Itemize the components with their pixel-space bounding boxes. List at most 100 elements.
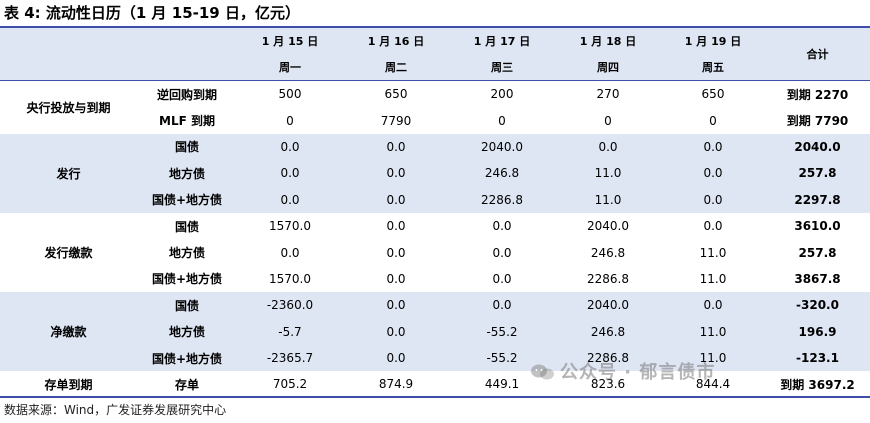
total-cell: 到期 2270	[765, 80, 870, 108]
row-label: 逆回购到期	[137, 80, 237, 108]
row-label: 地方债	[168, 166, 205, 181]
table-row: 地方债 0.0 0.0 0.0 246.8 11.0 257.8	[0, 239, 870, 265]
value-cell: 246.8	[590, 245, 626, 260]
group-label: 央行投放与到期	[0, 79, 137, 134]
value-cell: 0.0	[280, 139, 300, 154]
weekday-header: 周四	[555, 53, 661, 81]
value-cell: 0.0	[492, 298, 512, 313]
date-header: 1 月 19 日	[661, 28, 765, 53]
table-row: 国债+地方债 -2365.7 0.0 -55.2 2286.8 11.0 -12…	[0, 344, 870, 372]
value-cell: 0.0	[386, 192, 406, 207]
value-cell: 200	[449, 80, 555, 108]
bottom-rule	[0, 396, 870, 398]
value-cell: 11.0	[699, 271, 727, 286]
value-cell: 0.0	[598, 139, 618, 154]
value-cell: 2286.8	[587, 271, 629, 286]
top-rule	[0, 26, 870, 28]
value-cell: 1570.0	[269, 219, 311, 234]
value-cell: 0	[709, 113, 717, 128]
value-cell: 0	[286, 113, 294, 128]
value-cell: 11.0	[594, 192, 622, 207]
liquidity-calendar-table: 1 月 15 日 1 月 16 日 1 月 17 日 1 月 18 日 1 月 …	[0, 28, 870, 398]
source-note: 数据来源：Wind，广发证券发展研究中心	[4, 403, 227, 417]
table-row: MLF 到期 0 7790 0 0 0 到期 7790	[0, 107, 870, 133]
value-cell: -55.2	[486, 324, 518, 339]
watermark: 公众号 · 郁言债市	[530, 358, 715, 384]
total-cell: 3867.8	[794, 271, 841, 286]
total-cell: 196.9	[798, 324, 837, 339]
date-header: 1 月 16 日	[343, 28, 449, 53]
date-header: 1 月 17 日	[449, 28, 555, 53]
value-cell: 11.0	[594, 166, 622, 181]
value-cell: 11.0	[699, 351, 727, 366]
value-cell: 823.6	[590, 377, 626, 392]
value-cell: 0	[498, 113, 506, 128]
table-row: 国债+地方债 1570.0 0.0 0.0 2286.8 11.0 3867.8	[0, 266, 870, 292]
value-cell: 650	[661, 80, 765, 108]
total-cell: 到期 7790	[786, 114, 849, 129]
value-cell: 0.0	[386, 271, 406, 286]
weekday-header: 周三	[449, 53, 555, 81]
value-cell: 0.0	[703, 139, 723, 154]
value-cell: 0.0	[386, 351, 406, 366]
value-cell: 1570.0	[269, 271, 311, 286]
table-row: 发行缴款 国债 1570.0 0.0 0.0 2040.0 0.0 3610.0	[0, 213, 870, 260]
date-header: 1 月 18 日	[555, 28, 661, 53]
value-cell: -2365.7	[266, 351, 314, 366]
group-label: 发行	[56, 166, 81, 181]
value-cell: -2360.0	[266, 298, 314, 313]
table-row: 央行投放与到期 逆回购到期 500 650 200 270 650 到期 227…	[0, 79, 870, 134]
value-cell: 0.0	[386, 139, 406, 154]
weekday-header: 周五	[661, 53, 765, 81]
group-label: 存单到期	[44, 377, 93, 392]
header-weekday-row: 周一 周二 周三 周四 周五	[0, 53, 870, 81]
value-cell: 0.0	[386, 166, 406, 181]
value-cell: 0.0	[703, 298, 723, 313]
row-label: 地方债	[168, 325, 205, 340]
row-label: 国债	[174, 298, 199, 313]
total-cell: 3610.0	[794, 219, 841, 234]
table-row: 国债+地方债 0.0 0.0 2286.8 11.0 0.0 2297.8	[0, 186, 870, 213]
total-cell: 到期 3697.2	[780, 377, 855, 392]
wechat-icon	[530, 363, 556, 381]
total-header: 合计	[765, 28, 870, 81]
value-cell: 0.0	[703, 166, 723, 181]
row-label: 存单	[174, 377, 199, 392]
table-caption: 表 4: 流动性日历（1 月 15-19 日，亿元）	[4, 4, 300, 22]
row-label: 国债+地方债	[151, 272, 223, 287]
value-cell: 0	[604, 113, 612, 128]
value-cell: 0.0	[492, 219, 512, 234]
corner-cell	[0, 28, 137, 81]
value-cell: 0.0	[703, 192, 723, 207]
total-cell: 2297.8	[794, 192, 841, 207]
value-cell: 0.0	[492, 271, 512, 286]
value-cell: 246.8	[484, 166, 520, 181]
value-cell: 2286.8	[481, 192, 523, 207]
row-label: 国债+地方债	[151, 193, 223, 208]
value-cell: 0.0	[280, 245, 300, 260]
table-row: 存单到期 存单 705.2 874.9 449.1 823.6 844.4 到期…	[0, 371, 870, 397]
value-cell: 0.0	[386, 219, 406, 234]
value-cell: 449.1	[484, 377, 520, 392]
total-cell: -123.1	[796, 351, 839, 366]
weekday-header: 周二	[343, 53, 449, 81]
value-cell: 2040.0	[481, 139, 523, 154]
total-cell: 257.8	[798, 245, 837, 260]
value-cell: 0.0	[492, 245, 512, 260]
value-cell: -55.2	[486, 351, 518, 366]
row-label: 地方债	[168, 246, 205, 261]
value-cell: 0.0	[280, 192, 300, 207]
value-cell: 246.8	[590, 324, 626, 339]
value-cell: 0.0	[703, 219, 723, 234]
table-row: 发行 国债 0.0 0.0 2040.0 0.0 0.0 2040.0	[0, 133, 870, 181]
value-cell: 2040.0	[587, 298, 629, 313]
value-cell: 705.2	[272, 377, 308, 392]
value-cell: -5.7	[278, 324, 302, 339]
table-row: 地方债 -5.7 0.0 -55.2 246.8 11.0 196.9	[0, 318, 870, 345]
value-cell: 2040.0	[587, 219, 629, 234]
value-cell: 11.0	[699, 245, 727, 260]
corner-cell	[137, 28, 237, 81]
watermark-text: 公众号 · 郁言债市	[560, 362, 716, 383]
value-cell: 0.0	[386, 298, 406, 313]
value-cell: 0.0	[280, 166, 300, 181]
